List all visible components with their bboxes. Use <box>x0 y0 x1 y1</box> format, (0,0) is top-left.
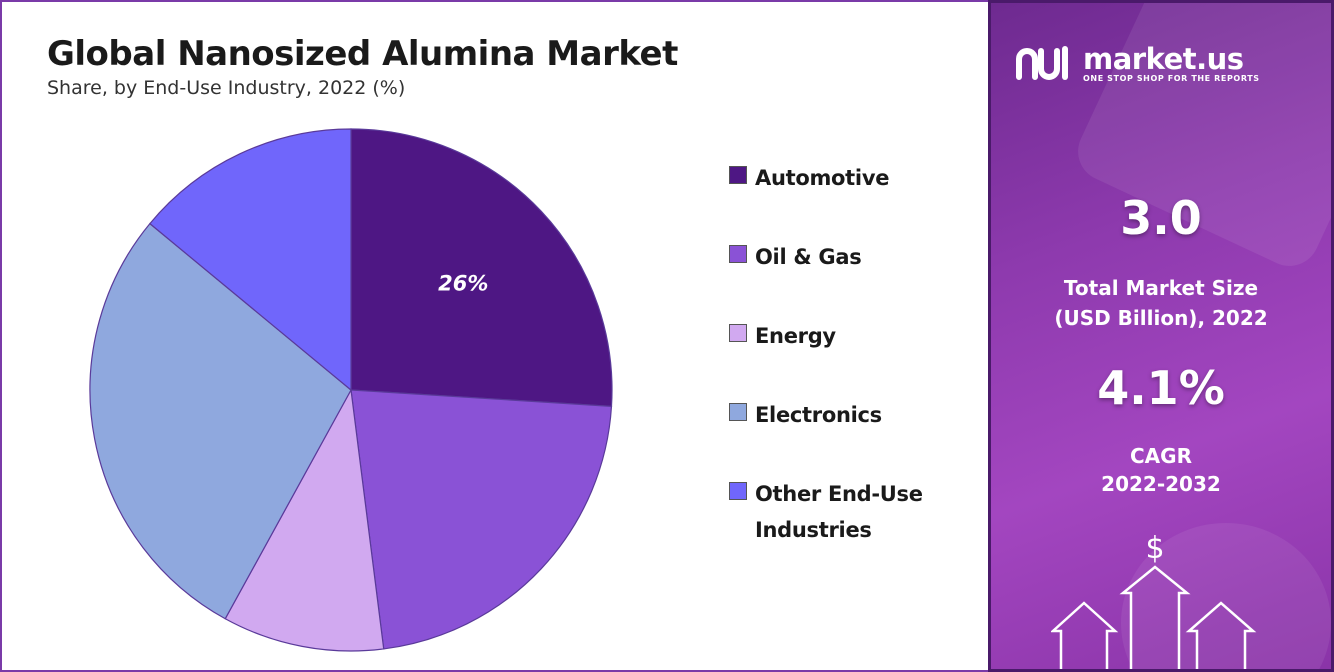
market-size-label-line1: Total Market Size <box>1063 276 1259 300</box>
chart-title: Global Nanosized Alumina Market <box>47 34 678 74</box>
legend-label: Energy <box>755 324 836 348</box>
cagr-label-line2: 2022-2032 <box>1101 472 1221 496</box>
market-size-value: 3.0 <box>1120 191 1202 245</box>
cagr-value: 4.1% <box>1097 361 1225 415</box>
legend-item: Oil & Gas <box>729 239 965 275</box>
legend-label: Oil & Gas <box>755 245 862 269</box>
dollar-icon: $ <box>1145 531 1164 566</box>
legend-item: Other End-Use Industries <box>729 476 965 548</box>
pie-slice-energy <box>224 388 385 652</box>
legend-swatch <box>729 324 747 342</box>
growth-arrows-icon: $ <box>1051 531 1257 669</box>
pie-slice-electronics <box>89 222 352 620</box>
chart-panel: Global Nanosized Alumina Market Share, b… <box>0 0 988 672</box>
market-size-label-line2: (USD Billion), 2022 <box>1054 306 1268 330</box>
brand-name: market.us <box>1083 41 1244 76</box>
legend-item: Electronics <box>729 397 965 433</box>
summary-panel: market.us ONE STOP SHOP FOR THE REPORTS … <box>988 0 1334 672</box>
pie-slice-other-end-use-industries <box>149 128 352 392</box>
pie-slice-oil-gas <box>350 389 613 650</box>
pie-chart: 26% <box>89 128 613 652</box>
market-us-logo-icon <box>1016 46 1068 80</box>
legend-label: Electronics <box>755 403 882 427</box>
brand-tagline: ONE STOP SHOP FOR THE REPORTS <box>1083 73 1260 83</box>
brand-logo: market.us ONE STOP SHOP FOR THE REPORTS <box>1013 43 1260 83</box>
legend-item: Automotive <box>729 160 965 196</box>
legend-label: Other End-Use Industries <box>755 482 923 542</box>
legend-swatch <box>729 245 747 263</box>
legend-swatch <box>729 403 747 421</box>
legend-label: Automotive <box>755 166 890 190</box>
legend-item: Energy <box>729 318 965 354</box>
pie-slice-automotive <box>350 128 613 408</box>
legend-swatch <box>729 482 747 500</box>
data-label-automotive: 26% <box>438 272 488 296</box>
chart-subtitle: Share, by End-Use Industry, 2022 (%) <box>47 77 406 99</box>
legend-swatch <box>729 166 747 184</box>
cagr-label-line1: CAGR <box>1130 444 1192 468</box>
